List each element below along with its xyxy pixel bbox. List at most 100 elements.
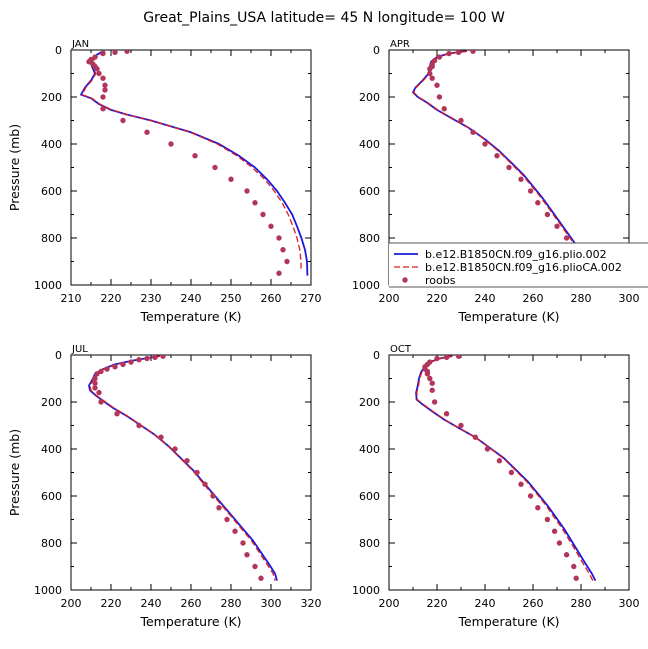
x-tick-label: 280 — [571, 292, 592, 305]
obs-point — [100, 75, 106, 81]
panel-label: JAN — [71, 39, 89, 50]
panel-oct: 200 220 240 260 280 300 0 200 400 600 800 1000 OCT Te… — [352, 344, 640, 629]
obs-point — [92, 380, 98, 386]
obs-point — [506, 164, 512, 171]
x-tick-label: 320 — [301, 597, 322, 610]
x-tick-label: 210 — [61, 292, 82, 305]
obs-point — [276, 270, 282, 276]
y-axis-label: Pressure (mb) — [7, 124, 22, 211]
legend-label-model2: b.e12.B1850CN.f09_g16.plioCA.002 — [425, 261, 622, 274]
panel-jan: 210 220 230 240 250 260 270 0 200 400 600 800 1000 JA… — [7, 39, 322, 324]
obs-point — [224, 516, 230, 523]
y-tick-label: 200 — [41, 91, 62, 104]
obs-point — [232, 528, 238, 534]
obs-point — [94, 66, 100, 72]
obs-point — [104, 366, 110, 372]
panel-label: OCT — [390, 344, 412, 355]
obs-point — [482, 141, 488, 147]
y-tick-label: 1000 — [352, 279, 380, 292]
obs-point — [544, 516, 551, 523]
obs-point — [168, 141, 174, 147]
legend-bg — [389, 243, 648, 287]
obs-point — [443, 411, 450, 417]
obs-point — [268, 223, 274, 229]
x-tick-label: 200 — [379, 597, 400, 610]
y-tick-label: 400 — [41, 443, 62, 456]
obs-point — [563, 235, 570, 241]
obs-point — [472, 434, 479, 440]
obs-point — [544, 211, 551, 218]
obs-point — [446, 50, 452, 57]
x-tick-label: 240 — [181, 292, 202, 305]
obs-point — [458, 422, 464, 429]
x-tick-label: 240 — [475, 597, 496, 610]
obs-point — [212, 164, 218, 171]
obs-point — [128, 359, 134, 365]
y-tick-label: 0 — [373, 44, 380, 57]
series-group — [415, 355, 597, 582]
x-tick-label: 220 — [427, 292, 448, 305]
obs-point — [240, 540, 246, 546]
obs-point — [100, 106, 106, 112]
obs-point — [573, 575, 579, 581]
x-tick-label: 230 — [141, 292, 162, 305]
x-tick-label: 200 — [379, 292, 400, 305]
x-axis-label: Temperature (K) — [457, 614, 559, 629]
panel-jul: 200 220 240 260 280 300 320 0 200 400 600 800 1000 JU… — [7, 344, 322, 629]
obs-point — [112, 364, 118, 370]
obs-point — [144, 355, 150, 362]
panels: 210 220 230 240 250 260 270 0 200 400 600 800 1000 JA… — [7, 39, 648, 629]
obs-point — [136, 357, 142, 363]
obs-point — [244, 188, 250, 194]
obs-point — [124, 50, 130, 54]
obs-point — [252, 200, 258, 206]
obs-point — [563, 552, 570, 558]
obs-point — [496, 458, 503, 464]
obs-point — [518, 176, 524, 182]
obs-point — [571, 563, 577, 570]
obs-point — [100, 50, 106, 57]
obs-point — [192, 153, 198, 159]
y-tick-label: 400 — [359, 443, 380, 456]
panel-apr: 200 220 240 260 280 300 0 200 400 600 800 1000 APR Te… — [352, 39, 648, 324]
obs-point — [260, 211, 266, 218]
x-tick-label: 300 — [619, 292, 640, 305]
y-tick-label: 800 — [359, 537, 380, 550]
obs-point — [160, 355, 166, 359]
obs-point — [434, 355, 440, 362]
obs-point — [470, 129, 476, 135]
obs-point — [216, 505, 222, 511]
obs-point — [114, 411, 120, 417]
obs-point — [120, 117, 126, 124]
model1-line — [412, 50, 596, 277]
obs-point — [527, 188, 534, 194]
obs-point — [436, 54, 443, 60]
x-tick-label: 240 — [475, 292, 496, 305]
obs-point — [458, 117, 464, 124]
obs-point — [535, 505, 541, 511]
obs-point — [429, 75, 435, 81]
panel-label: JUL — [71, 344, 88, 355]
obs-point — [112, 50, 118, 56]
obs-point — [424, 371, 431, 377]
series-group — [412, 50, 596, 277]
obs-point — [210, 493, 216, 499]
obs-point — [202, 481, 208, 487]
x-axis-label: Temperature (K) — [139, 614, 241, 629]
obs-point — [194, 469, 200, 476]
y-tick-label: 800 — [41, 232, 62, 245]
model2-line — [89, 355, 276, 581]
y-tick-label: 600 — [359, 185, 380, 198]
obs-point — [455, 50, 462, 56]
obs-point — [92, 385, 98, 391]
x-tick-label: 300 — [619, 597, 640, 610]
x-tick-label: 260 — [181, 597, 202, 610]
x-tick-label: 280 — [221, 597, 242, 610]
obs-point — [441, 106, 447, 112]
obs-point — [244, 552, 250, 558]
obs-point — [96, 389, 102, 396]
obs-point — [427, 66, 433, 72]
model1-line — [415, 355, 597, 582]
obs-point — [102, 82, 108, 88]
x-axis-label: Temperature (K) — [457, 309, 559, 324]
